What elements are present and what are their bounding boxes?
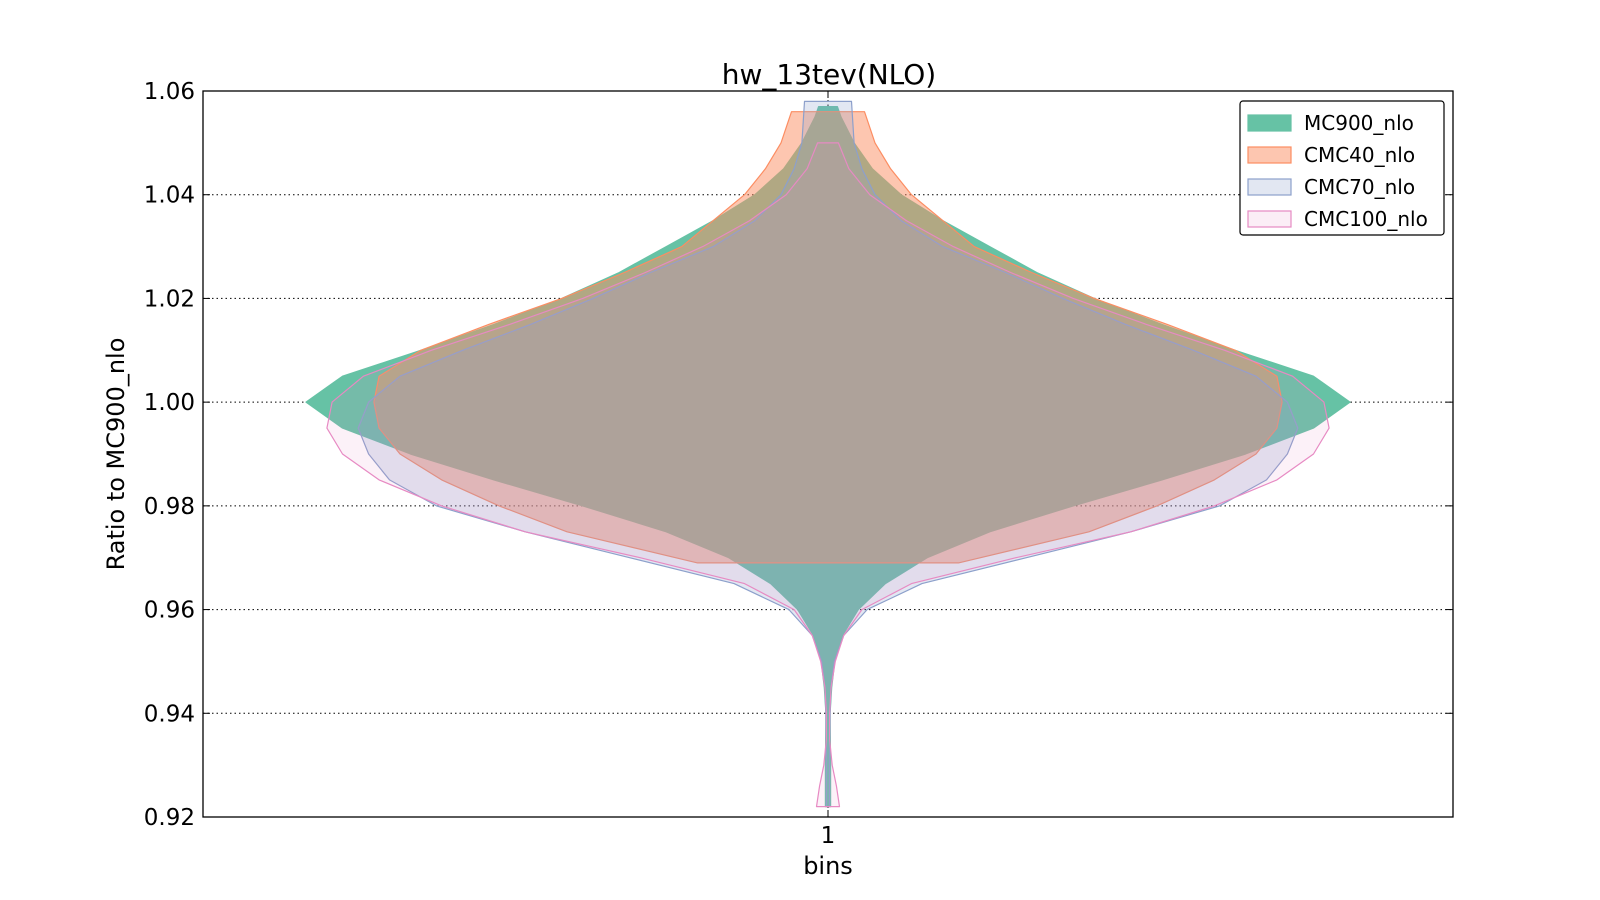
legend-label: CMC70_nlo [1304, 175, 1415, 199]
y-tick-label: 1.02 [144, 286, 195, 312]
y-axis-label: Ratio to MC900_nlo [102, 338, 130, 571]
legend-label: MC900_nlo [1304, 111, 1414, 135]
legend-swatch [1247, 146, 1292, 164]
legend-swatch [1247, 114, 1292, 132]
violins [305, 100, 1351, 808]
violin-cmc100-nlo [326, 142, 1330, 808]
y-tick-label: 1.04 [144, 183, 195, 209]
legend-swatch [1247, 178, 1292, 196]
violin-cmc70-nlo [357, 100, 1299, 808]
legend-swatch [1247, 210, 1292, 228]
legend-label: CMC40_nlo [1304, 143, 1415, 167]
y-tick-label: 0.96 [144, 598, 195, 624]
x-axis-label: bins [803, 852, 853, 880]
y-tick-label: 1.00 [144, 390, 195, 416]
legend-label: CMC100_nlo [1304, 207, 1428, 231]
y-tick-label: 0.98 [144, 494, 195, 520]
legend-box [1239, 100, 1445, 236]
legend: MC900_nlo CMC40_nlo CMC70_nlo CMC100_nlo [1239, 100, 1445, 236]
y-tick-label: 1.06 [144, 79, 195, 105]
y-tick-label: 0.92 [144, 805, 195, 831]
x-tick-label: 1 [821, 823, 836, 849]
chart-title: hw_13tev(NLO) [722, 58, 936, 91]
violin-cmc40-nlo [373, 111, 1283, 564]
y-tick-label: 0.94 [144, 701, 195, 727]
y-axis: 0.92 0.94 0.96 0.98 1.00 1.02 1.04 1.06 [144, 79, 1453, 831]
x-axis: 1 [821, 91, 836, 849]
